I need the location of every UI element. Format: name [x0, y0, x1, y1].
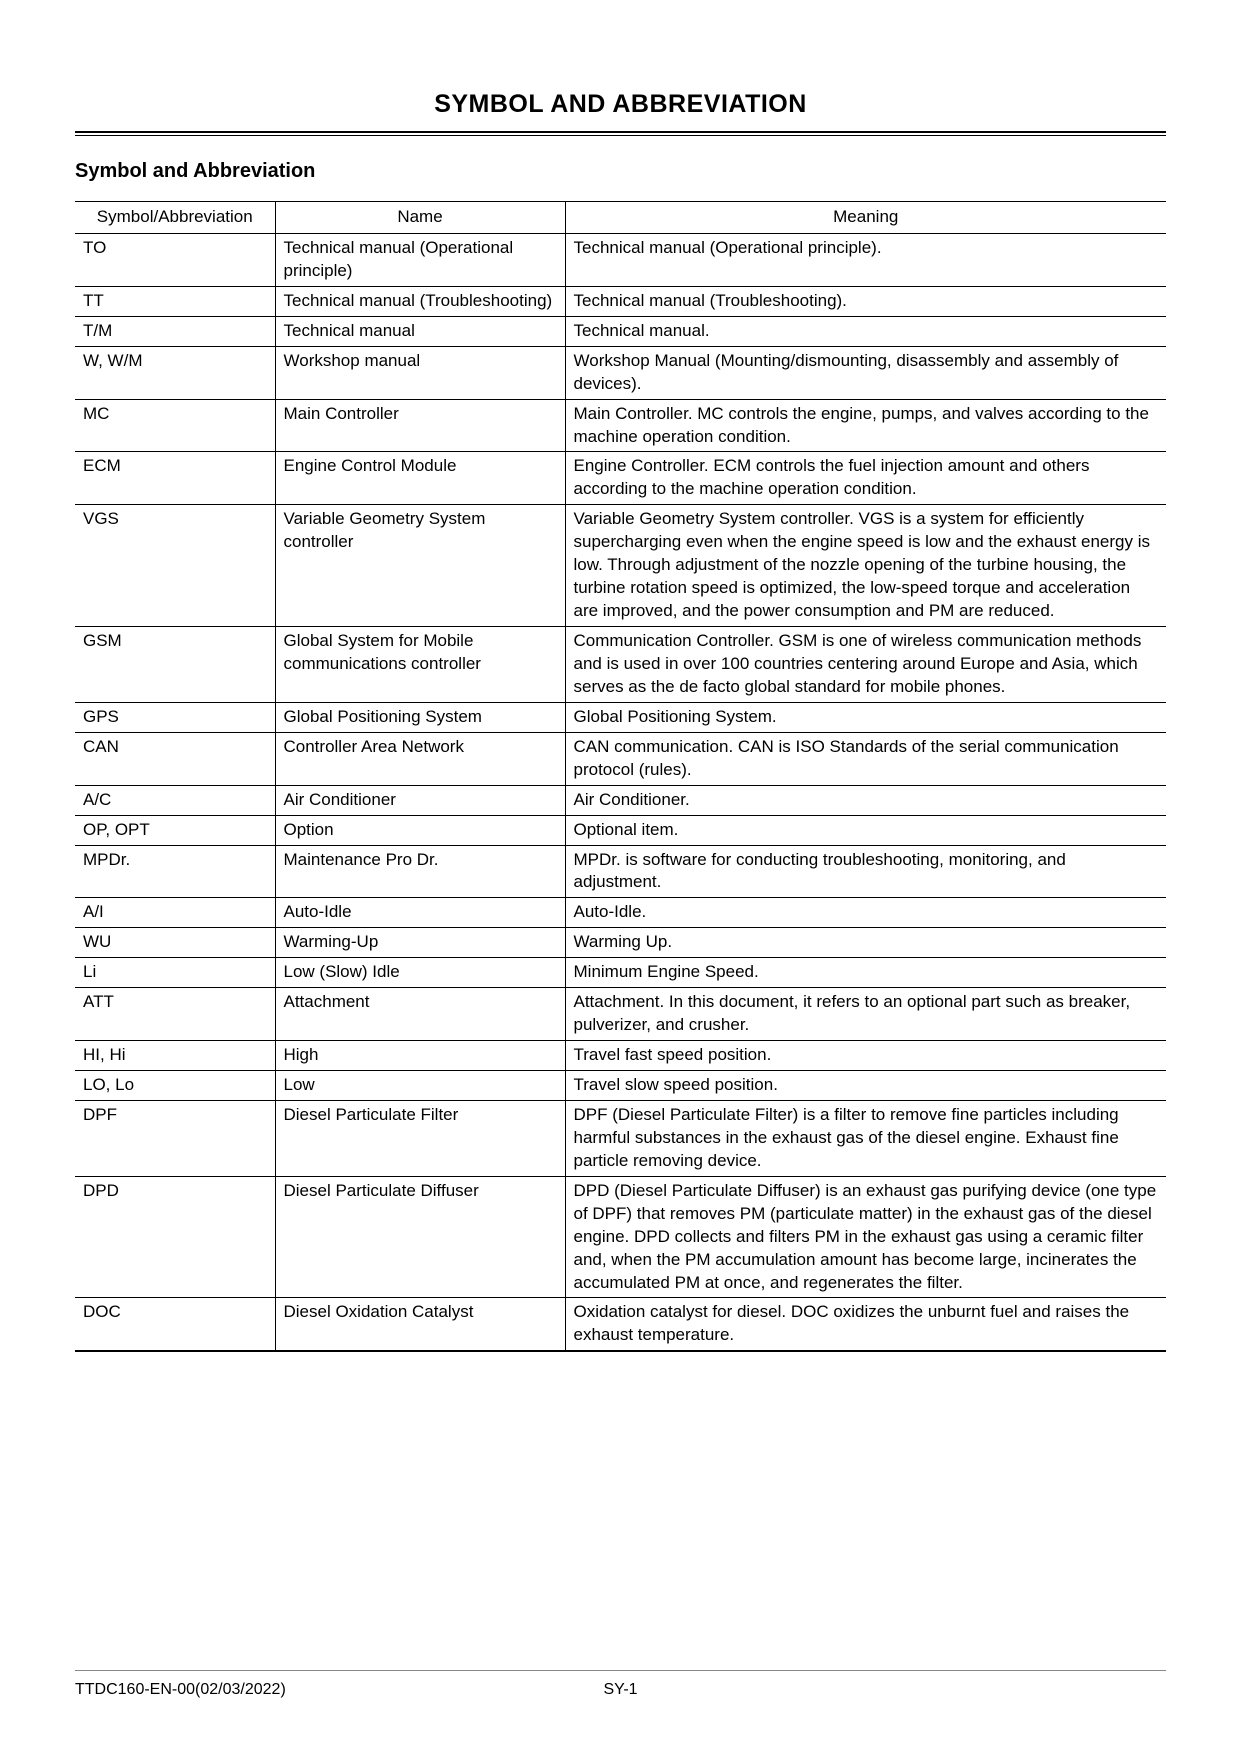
title-rule — [75, 131, 1166, 136]
table-row: W, W/MWorkshop manualWorkshop Manual (Mo… — [75, 346, 1166, 399]
cell-symbol: A/C — [75, 785, 275, 815]
footer-page-number: SY-1 — [603, 1681, 637, 1699]
page-title: SYMBOL AND ABBREVIATION — [75, 90, 1166, 119]
cell-meaning: Auto-Idle. — [565, 898, 1166, 928]
cell-meaning: Main Controller. MC controls the engine,… — [565, 399, 1166, 452]
cell-meaning: Travel slow speed position. — [565, 1071, 1166, 1101]
table-row: DPFDiesel Particulate FilterDPF (Diesel … — [75, 1100, 1166, 1176]
cell-name: Maintenance Pro Dr. — [275, 845, 565, 898]
table-row: ATTAttachmentAttachment. In this documen… — [75, 988, 1166, 1041]
cell-name: Air Conditioner — [275, 785, 565, 815]
cell-symbol: GSM — [75, 627, 275, 703]
table-row: A/IAuto-IdleAuto-Idle. — [75, 898, 1166, 928]
cell-name: Attachment — [275, 988, 565, 1041]
table-row: VGSVariable Geometry System controllerVa… — [75, 505, 1166, 627]
cell-name: Low (Slow) Idle — [275, 958, 565, 988]
table-row: A/CAir ConditionerAir Conditioner. — [75, 785, 1166, 815]
table-row: OP, OPTOptionOptional item. — [75, 815, 1166, 845]
cell-symbol: OP, OPT — [75, 815, 275, 845]
cell-name: High — [275, 1041, 565, 1071]
cell-meaning: MPDr. is software for conducting trouble… — [565, 845, 1166, 898]
cell-meaning: Oxidation catalyst for diesel. DOC oxidi… — [565, 1298, 1166, 1351]
col-header-name: Name — [275, 202, 565, 234]
cell-name: Technical manual — [275, 316, 565, 346]
cell-symbol: Li — [75, 958, 275, 988]
cell-meaning: CAN communication. CAN is ISO Standards … — [565, 732, 1166, 785]
cell-name: Low — [275, 1071, 565, 1101]
cell-meaning: Attachment. In this document, it refers … — [565, 988, 1166, 1041]
table-row: GPSGlobal Positioning SystemGlobal Posit… — [75, 702, 1166, 732]
cell-meaning: Technical manual. — [565, 316, 1166, 346]
cell-symbol: DPD — [75, 1176, 275, 1298]
cell-symbol: T/M — [75, 316, 275, 346]
cell-name: Global Positioning System — [275, 702, 565, 732]
table-header-row: Symbol/Abbreviation Name Meaning — [75, 202, 1166, 234]
cell-name: Diesel Oxidation Catalyst — [275, 1298, 565, 1351]
cell-meaning: Minimum Engine Speed. — [565, 958, 1166, 988]
cell-name: Technical manual (Operational principle) — [275, 233, 565, 286]
cell-symbol: TT — [75, 286, 275, 316]
cell-meaning: Optional item. — [565, 815, 1166, 845]
cell-meaning: Warming Up. — [565, 928, 1166, 958]
cell-symbol: MC — [75, 399, 275, 452]
cell-meaning: Communication Controller. GSM is one of … — [565, 627, 1166, 703]
cell-name: Auto-Idle — [275, 898, 565, 928]
section-title: Symbol and Abbreviation — [75, 160, 1166, 183]
table-row: DOCDiesel Oxidation CatalystOxidation ca… — [75, 1298, 1166, 1351]
table-row: MPDr.Maintenance Pro Dr.MPDr. is softwar… — [75, 845, 1166, 898]
cell-symbol: VGS — [75, 505, 275, 627]
cell-symbol: ATT — [75, 988, 275, 1041]
cell-meaning: Technical manual (Operational principle)… — [565, 233, 1166, 286]
cell-name: Engine Control Module — [275, 452, 565, 505]
table-row: TTTechnical manual (Troubleshooting)Tech… — [75, 286, 1166, 316]
table-row: CANController Area NetworkCAN communicat… — [75, 732, 1166, 785]
cell-name: Technical manual (Troubleshooting) — [275, 286, 565, 316]
cell-meaning: Travel fast speed position. — [565, 1041, 1166, 1071]
cell-meaning: Air Conditioner. — [565, 785, 1166, 815]
table-row: TOTechnical manual (Operational principl… — [75, 233, 1166, 286]
cell-symbol: DOC — [75, 1298, 275, 1351]
cell-meaning: Technical manual (Troubleshooting). — [565, 286, 1166, 316]
cell-meaning: Global Positioning System. — [565, 702, 1166, 732]
cell-symbol: LO, Lo — [75, 1071, 275, 1101]
cell-meaning: DPF (Diesel Particulate Filter) is a fil… — [565, 1100, 1166, 1176]
table-row: ECMEngine Control ModuleEngine Controlle… — [75, 452, 1166, 505]
page-footer: TTDC160-EN-00(02/03/2022) SY-1 — [75, 1652, 1166, 1699]
cell-symbol: HI, Hi — [75, 1041, 275, 1071]
table-row: DPDDiesel Particulate DiffuserDPD (Diese… — [75, 1176, 1166, 1298]
cell-name: Warming-Up — [275, 928, 565, 958]
table-row: WUWarming-UpWarming Up. — [75, 928, 1166, 958]
cell-symbol: DPF — [75, 1100, 275, 1176]
cell-meaning: Workshop Manual (Mounting/dismounting, d… — [565, 346, 1166, 399]
cell-meaning: Engine Controller. ECM controls the fuel… — [565, 452, 1166, 505]
cell-symbol: W, W/M — [75, 346, 275, 399]
cell-symbol: GPS — [75, 702, 275, 732]
cell-meaning: Variable Geometry System controller. VGS… — [565, 505, 1166, 627]
cell-name: Workshop manual — [275, 346, 565, 399]
table-row: T/MTechnical manualTechnical manual. — [75, 316, 1166, 346]
cell-symbol: CAN — [75, 732, 275, 785]
table-row: LO, LoLowTravel slow speed position. — [75, 1071, 1166, 1101]
cell-symbol: WU — [75, 928, 275, 958]
abbreviation-table: Symbol/Abbreviation Name Meaning TOTechn… — [75, 201, 1166, 1352]
cell-name: Diesel Particulate Filter — [275, 1100, 565, 1176]
cell-name: Global System for Mobile communications … — [275, 627, 565, 703]
col-header-symbol: Symbol/Abbreviation — [75, 202, 275, 234]
table-row: MCMain ControllerMain Controller. MC con… — [75, 399, 1166, 452]
col-header-meaning: Meaning — [565, 202, 1166, 234]
cell-symbol: TO — [75, 233, 275, 286]
cell-name: Option — [275, 815, 565, 845]
table-row: LiLow (Slow) IdleMinimum Engine Speed. — [75, 958, 1166, 988]
cell-name: Main Controller — [275, 399, 565, 452]
cell-meaning: DPD (Diesel Particulate Diffuser) is an … — [565, 1176, 1166, 1298]
table-row: GSMGlobal System for Mobile communicatio… — [75, 627, 1166, 703]
cell-name: Controller Area Network — [275, 732, 565, 785]
cell-symbol: A/I — [75, 898, 275, 928]
cell-symbol: ECM — [75, 452, 275, 505]
table-row: HI, HiHighTravel fast speed position. — [75, 1041, 1166, 1071]
cell-name: Variable Geometry System controller — [275, 505, 565, 627]
cell-symbol: MPDr. — [75, 845, 275, 898]
cell-name: Diesel Particulate Diffuser — [275, 1176, 565, 1298]
